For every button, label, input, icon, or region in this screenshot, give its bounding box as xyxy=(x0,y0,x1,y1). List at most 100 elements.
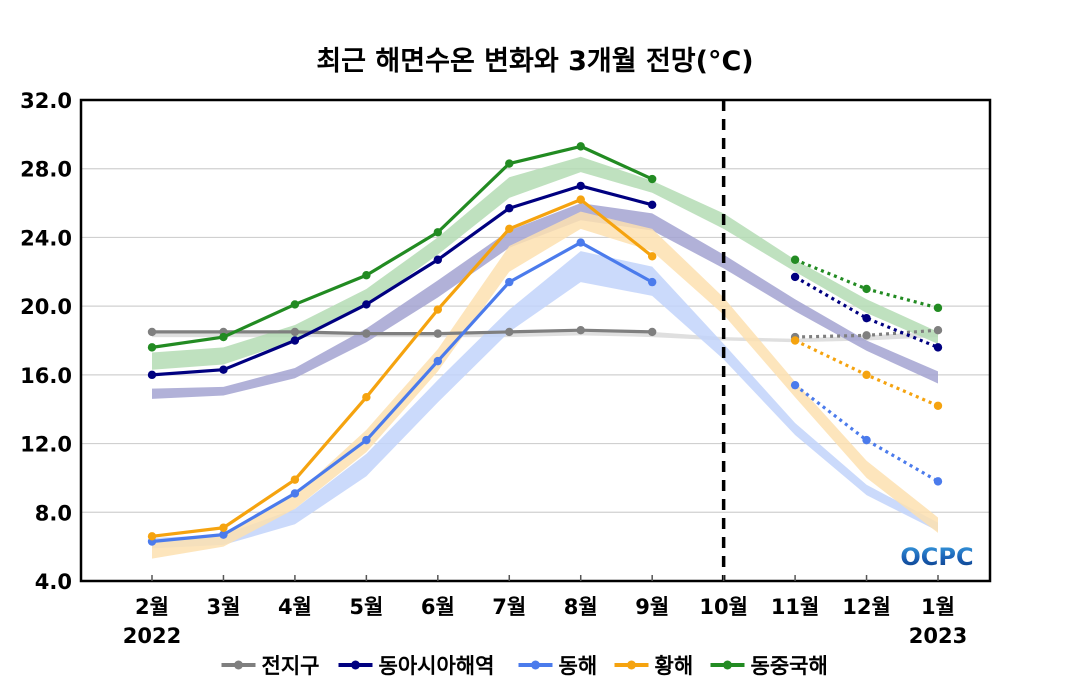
legend-swatch-marker xyxy=(627,660,636,670)
x-tick-label: 6월 xyxy=(421,595,455,619)
forecast-point xyxy=(862,435,871,445)
plot-frame xyxy=(79,98,992,583)
ocpc-logo: OCPC xyxy=(900,543,973,571)
forecast-point xyxy=(790,255,800,264)
y-axis-ticks: 4.0 8.0 12.0 16.0 20.0 24.0 28.0 32.0 xyxy=(20,89,72,594)
forecast-point xyxy=(862,331,871,340)
observed-point xyxy=(647,252,657,261)
observed-point xyxy=(505,159,514,168)
legend-label: 동중국해 xyxy=(751,654,828,678)
observed-point xyxy=(433,305,443,314)
observed-point xyxy=(505,277,514,287)
legend-swatch-marker xyxy=(351,660,360,670)
y-tick-label: 32.0 xyxy=(20,89,72,113)
observed-point xyxy=(290,475,300,484)
x-tick-label: 1월 xyxy=(921,595,955,619)
legend-item: 동해 xyxy=(518,654,598,678)
forecast-point xyxy=(862,313,871,323)
forecast-line-동아시아해역 xyxy=(794,275,939,349)
x-tick-label: 7월 xyxy=(492,595,526,619)
observed-point xyxy=(219,332,228,342)
observed-point xyxy=(576,238,585,247)
observed-point xyxy=(147,370,157,380)
x-tick-label: 2월 xyxy=(135,595,169,619)
observed-point xyxy=(576,181,585,191)
observed-point xyxy=(576,195,585,204)
legend-item: 동아시아해역 xyxy=(338,654,495,678)
observed-point xyxy=(362,300,371,309)
observed-point xyxy=(433,255,443,264)
x-tick-label: 4월 xyxy=(278,595,312,619)
observed-line-황해 xyxy=(151,198,654,538)
x-tick-label: 3월 xyxy=(206,595,240,619)
series-lines xyxy=(147,142,943,546)
band-동중국해 xyxy=(152,156,938,370)
observed-point xyxy=(362,271,371,280)
observed-point xyxy=(647,200,657,209)
y-tick-label: 24.0 xyxy=(20,226,72,250)
x-tick-label: 9월 xyxy=(635,595,669,619)
y-tick-label: 28.0 xyxy=(20,158,72,182)
forecast-point xyxy=(933,343,943,352)
observed-point xyxy=(290,300,300,309)
observed-point xyxy=(290,336,300,345)
forecast-point xyxy=(933,303,943,313)
observed-point xyxy=(576,325,585,335)
observed-point xyxy=(647,174,657,184)
x-tick-label: 8월 xyxy=(564,595,598,619)
forecast-point xyxy=(790,336,800,345)
forecast-point xyxy=(862,284,871,294)
observed-point xyxy=(433,329,443,338)
legend-swatch-marker xyxy=(234,660,243,670)
observed-point xyxy=(219,365,228,374)
y-tick-label: 20.0 xyxy=(20,295,72,319)
logo-text: OCPC xyxy=(900,543,973,571)
observed-point xyxy=(147,327,157,337)
observed-line-동아시아해역 xyxy=(151,184,653,377)
forecast-point xyxy=(790,272,800,282)
legend-swatch-marker xyxy=(723,660,732,670)
observed-point xyxy=(505,327,514,337)
legend-item: 황해 xyxy=(614,654,694,678)
observed-point xyxy=(219,523,228,532)
forecast-line-동해 xyxy=(794,383,939,483)
observed-point xyxy=(147,343,157,352)
observed-line-동중국해 xyxy=(151,144,653,349)
year-label: 2022 xyxy=(123,624,181,648)
chart-title: 최근 해면수온 변화와 3개월 전망(°C) xyxy=(316,46,753,77)
observed-point xyxy=(362,392,371,402)
forecast-point xyxy=(933,325,943,335)
observed-point xyxy=(576,142,585,151)
forecast-point xyxy=(933,401,943,410)
observed-point xyxy=(362,329,371,338)
legend-swatch-marker xyxy=(531,660,540,670)
observed-point xyxy=(290,489,300,498)
observed-point xyxy=(362,435,371,445)
y-tick-label: 4.0 xyxy=(35,570,72,594)
observed-point xyxy=(433,228,443,237)
observed-line-동해 xyxy=(151,240,653,544)
legend-label: 동아시아해역 xyxy=(379,654,495,678)
observed-point xyxy=(290,327,300,337)
observed-point xyxy=(505,204,514,213)
legend-label: 동해 xyxy=(559,654,598,678)
forecast-point xyxy=(862,370,871,380)
x-tick-label: 12월 xyxy=(842,595,891,619)
x-axis-ticks: 2월 3월 4월 5월 6월 7월 8월 9월 10월 11월 12월 1월 2022 2023 xyxy=(123,575,967,648)
x-tick-label: 11월 xyxy=(771,595,820,619)
legend-item: 동중국해 xyxy=(710,654,828,678)
forecast-point xyxy=(790,380,800,390)
observed-point xyxy=(147,532,157,541)
legend-label: 황해 xyxy=(655,654,694,678)
forecast-point xyxy=(933,477,943,486)
observed-point xyxy=(647,277,657,287)
y-tick-label: 16.0 xyxy=(20,364,72,388)
observed-point xyxy=(647,327,657,337)
x-tick-label: 10월 xyxy=(699,595,748,619)
y-tick-label: 8.0 xyxy=(35,501,72,525)
y-tick-label: 12.0 xyxy=(20,433,72,457)
observed-point xyxy=(505,224,514,234)
legend: 전지구 동아시아해역 동해 황해 동중국해 xyxy=(221,654,828,678)
band-동아시아해역 xyxy=(152,203,938,399)
